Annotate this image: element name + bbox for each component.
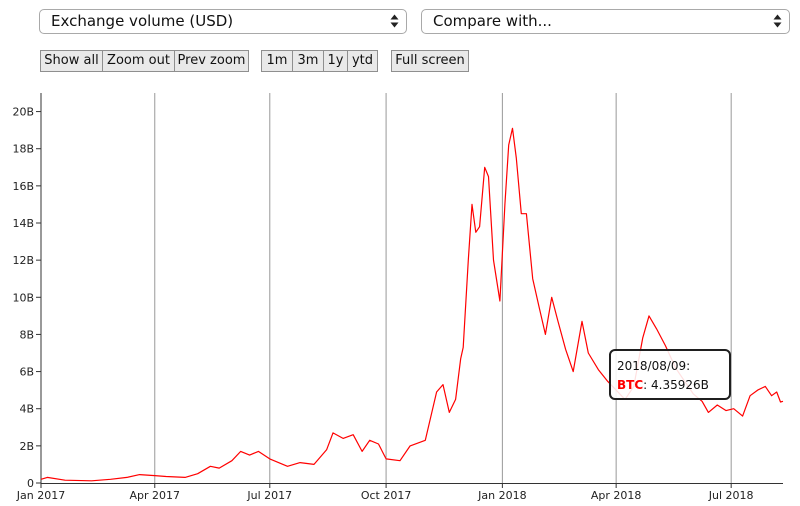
y-tick-label: 16B: [12, 180, 34, 193]
y-tick-label: 8B: [19, 328, 34, 341]
metric-select[interactable]: Exchange volume (USD): [39, 9, 407, 34]
y-tick-label: 18B: [12, 143, 34, 156]
range-1y-button[interactable]: 1y: [323, 50, 348, 72]
select-arrows-icon: [773, 13, 782, 29]
metric-select-value: Exchange volume (USD): [51, 12, 234, 30]
zoom-out-button[interactable]: Zoom out: [102, 50, 175, 72]
x-tick-label: Jul 2018: [708, 489, 754, 502]
y-tick-label: 6B: [19, 366, 34, 379]
x-tick-label: Jan 2017: [16, 489, 65, 502]
y-tick-label: 0: [27, 477, 34, 490]
prev-zoom-button[interactable]: Prev zoom: [174, 50, 249, 72]
range-ytd-button[interactable]: ytd: [347, 50, 378, 72]
x-tick-label: Jul 2017: [246, 489, 292, 502]
x-tick-label: Jan 2018: [477, 489, 526, 502]
full-screen-button[interactable]: Full screen: [391, 50, 469, 72]
tooltip-value: 4.35926B: [651, 378, 709, 392]
chart-grid: [40, 93, 783, 484]
y-tick-label: 4B: [19, 403, 34, 416]
y-axis-ticks: 0 2B 4B 6B 8B 10B 12B 14B 16B 18B 20B: [12, 106, 41, 490]
compare-select-value: Compare with...: [433, 12, 552, 30]
x-tick-label: Oct 2017: [361, 489, 412, 502]
x-tick-label: Apr 2018: [591, 489, 642, 502]
tooltip-series-label: BTC: [617, 378, 644, 392]
chart-series: [40, 127, 784, 482]
series-line-btc: [40, 127, 784, 482]
x-tick-label: Apr 2017: [129, 489, 180, 502]
y-tick-label: 10B: [12, 291, 34, 304]
tooltip: 2018/08/09: BTC: 4.35926B: [609, 349, 731, 400]
y-tick-label: 12B: [12, 254, 34, 267]
tooltip-separator: :: [643, 378, 648, 392]
y-tick-label: 2B: [19, 440, 34, 453]
show-all-button[interactable]: Show all: [40, 50, 103, 72]
tooltip-value-row: BTC: 4.35926B: [617, 376, 729, 395]
x-axis-ticks: Jan 2017 Apr 2017 Jul 2017 Oct 2017 Jan 2018…: [16, 483, 754, 502]
tooltip-date: 2018/08/09:: [617, 359, 691, 373]
y-tick-label: 20B: [12, 106, 34, 119]
select-arrows-icon: [390, 13, 399, 29]
range-3m-button[interactable]: 3m: [292, 50, 324, 72]
compare-select[interactable]: Compare with...: [421, 9, 790, 34]
y-tick-label: 14B: [12, 217, 34, 230]
line-chart[interactable]: 0 2B 4B 6B 8B 10B 12B 14B 16B 18B 20B Jan 2017 Apr …: [0, 88, 800, 506]
range-1m-button[interactable]: 1m: [261, 50, 293, 72]
